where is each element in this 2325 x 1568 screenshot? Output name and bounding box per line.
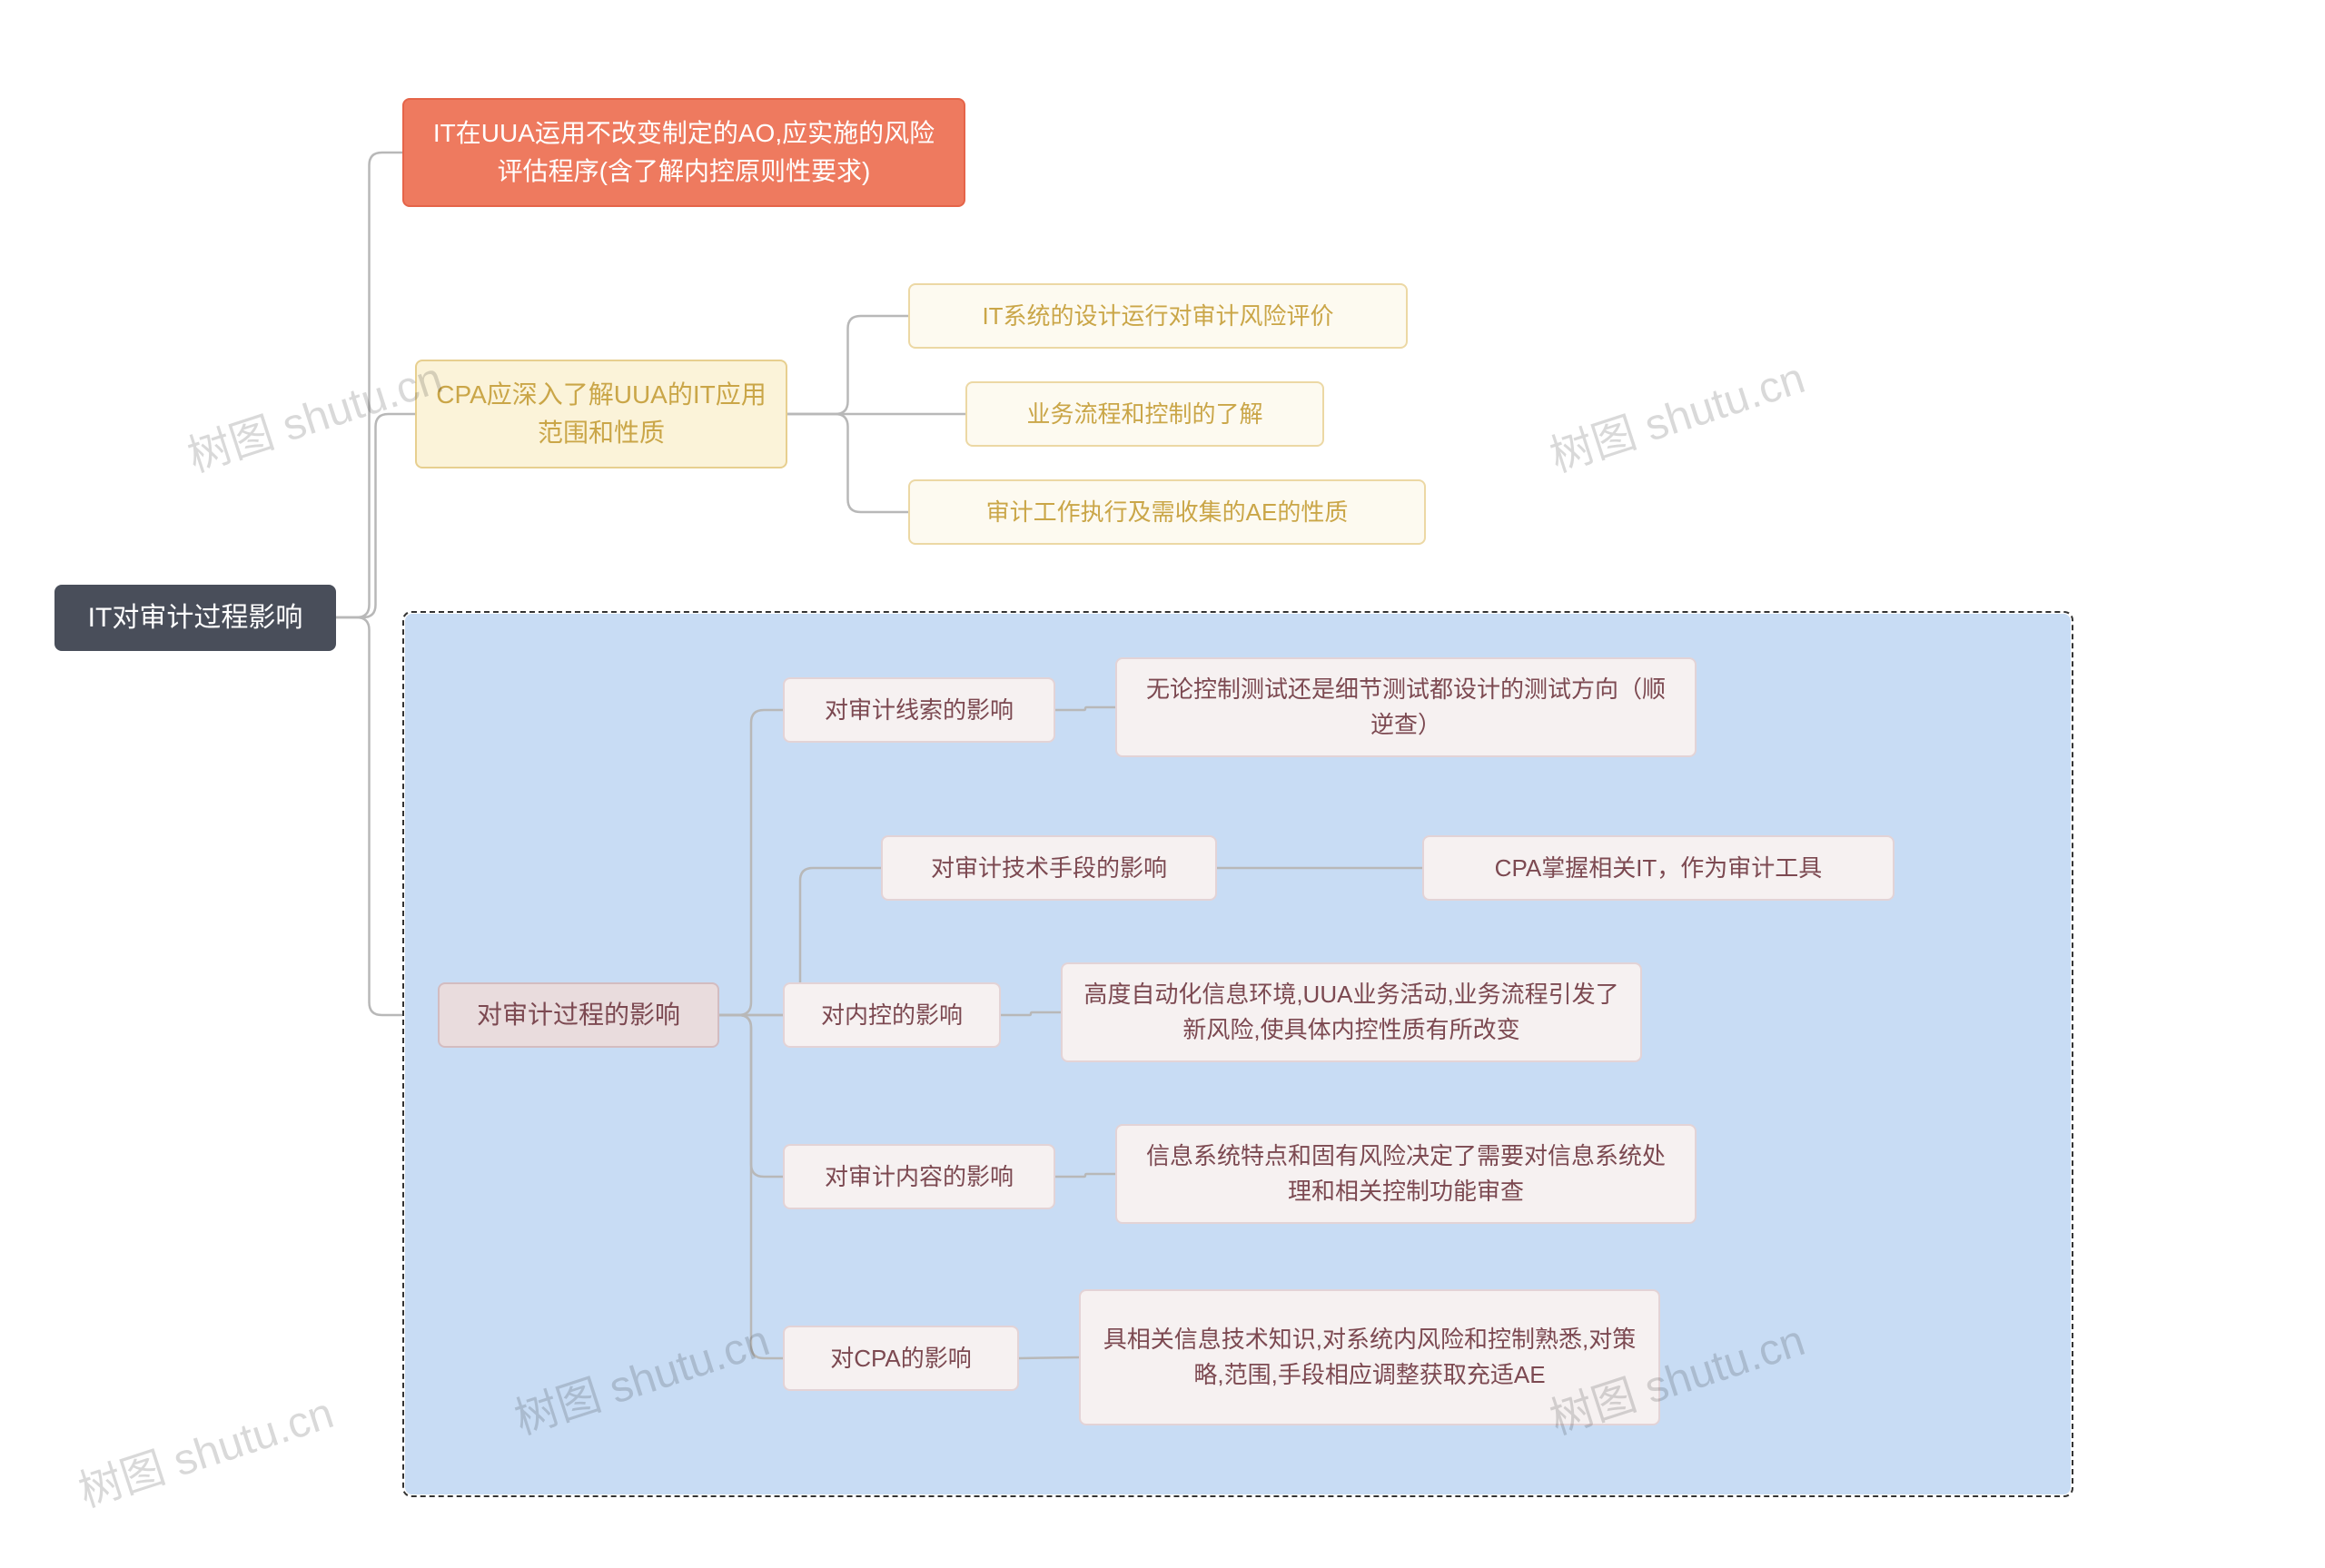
branch3-detail-3-label: 信息系统特点和固有风险决定了需要对信息系统处理和相关控制功能审查 — [1135, 1139, 1677, 1209]
branch3-child-0: 对审计线索的影响 — [783, 677, 1055, 743]
branch3-detail-4-label: 具相关信息技术知识,对系统内风险和控制熟悉,对策略,范围,手段相应调整获取充适A… — [1099, 1322, 1640, 1393]
root-label: IT对审计过程影响 — [88, 597, 303, 638]
branch3-detail-0: 无论控制测试还是细节测试都设计的测试方向（顺逆查） — [1115, 657, 1697, 757]
branch3-child-3: 对审计内容的影响 — [783, 1144, 1055, 1209]
watermark: 树图 shutu.cn — [69, 1377, 340, 1519]
branch2-child-2-label: 审计工作执行及需收集的AE的性质 — [986, 495, 1349, 530]
branch3-child-3-label: 对审计内容的影响 — [825, 1159, 1014, 1195]
branch2-child-1-label: 业务流程和控制的了解 — [1026, 397, 1262, 432]
branch3-child-2: 对内控的影响 — [783, 982, 1001, 1048]
branch3-child-4: 对CPA的影响 — [783, 1326, 1019, 1391]
branch3-detail-2-label: 高度自动化信息环境,UUA业务活动,业务流程引发了新风险,使具体内控性质有所改变 — [1081, 977, 1622, 1048]
branch3-child-1-label: 对审计技术手段的影响 — [931, 851, 1167, 886]
branch3-child-1: 对审计技术手段的影响 — [881, 835, 1217, 901]
branch2-label: CPA应深入了解UUA的IT应用范围和性质 — [435, 376, 767, 452]
branch2-child-0: IT系统的设计运行对审计风险评价 — [908, 283, 1408, 349]
branch3-label: 对审计过程的影响 — [477, 996, 680, 1034]
branch1-label: IT在UUA运用不改变制定的AO,应实施的风险评估程序(含了解内控原则性要求) — [422, 114, 945, 191]
branch3-detail-1: CPA掌握相关IT，作为审计工具 — [1422, 835, 1895, 901]
branch2-child-2: 审计工作执行及需收集的AE的性质 — [908, 479, 1426, 545]
branch3-detail-2: 高度自动化信息环境,UUA业务活动,业务流程引发了新风险,使具体内控性质有所改变 — [1061, 962, 1642, 1062]
branch2-child-1: 业务流程和控制的了解 — [965, 381, 1324, 447]
watermark: 树图 shutu.cn — [1540, 342, 1811, 484]
watermark: 树图 shutu.cn — [178, 342, 449, 484]
branch2-child-0-label: IT系统的设计运行对审计风险评价 — [982, 299, 1333, 334]
branch3-detail-0-label: 无论控制测试还是细节测试都设计的测试方向（顺逆查） — [1135, 672, 1677, 743]
root-node: IT对审计过程影响 — [54, 585, 336, 651]
branch3-detail-1-label: CPA掌握相关IT，作为审计工具 — [1495, 851, 1823, 886]
branch3-child-4-label: 对CPA的影响 — [830, 1341, 972, 1376]
branch3-child-2-label: 对内控的影响 — [821, 998, 963, 1033]
branch3-detail-4: 具相关信息技术知识,对系统内风险和控制熟悉,对策略,范围,手段相应调整获取充适A… — [1079, 1289, 1660, 1425]
branch1-node: IT在UUA运用不改变制定的AO,应实施的风险评估程序(含了解内控原则性要求) — [402, 98, 965, 207]
branch3-child-0-label: 对审计线索的影响 — [825, 693, 1014, 728]
branch3-detail-3: 信息系统特点和固有风险决定了需要对信息系统处理和相关控制功能审查 — [1115, 1124, 1697, 1224]
branch3-node: 对审计过程的影响 — [438, 982, 719, 1048]
branch2-node: CPA应深入了解UUA的IT应用范围和性质 — [415, 360, 787, 468]
